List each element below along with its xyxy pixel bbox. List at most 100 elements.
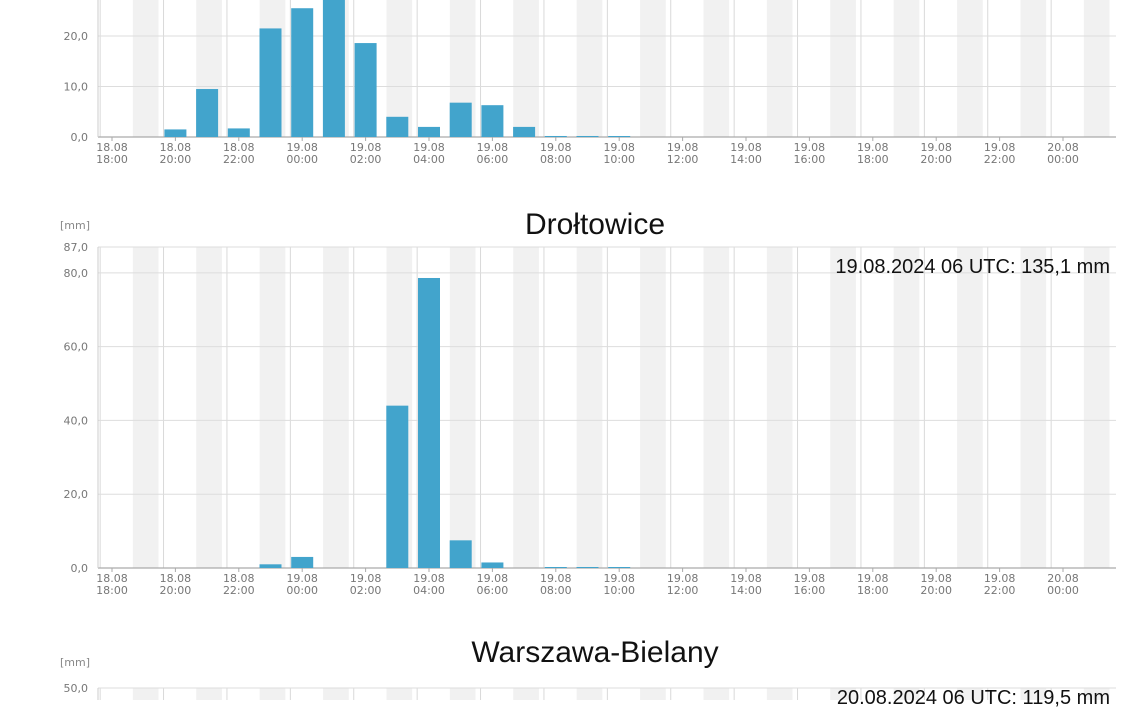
total-label-2: 19.08.2024 06 UTC: 135,1 mm: [835, 256, 1110, 278]
x-tick-date: 19.08: [730, 141, 762, 154]
bg-stripe: [1083, 247, 1110, 568]
bg-stripe: [1083, 0, 1110, 137]
x-tick-date: 18.08: [223, 141, 255, 154]
bar: [481, 562, 504, 568]
x-tick-time: 06:00: [477, 153, 509, 166]
bar: [291, 556, 314, 568]
x-tick-date: 18.08: [96, 572, 128, 585]
x-tick-date: 18.08: [223, 572, 255, 585]
x-tick-date: 19.08: [286, 141, 318, 154]
x-tick-time: 04:00: [413, 153, 445, 166]
x-tick-time: 02:00: [350, 153, 382, 166]
bg-stripe: [703, 688, 730, 700]
x-tick-date: 19.08: [603, 141, 635, 154]
x-tick-date: 19.08: [540, 141, 572, 154]
bg-stripe: [766, 688, 793, 700]
x-tick-date: 20.08: [1047, 141, 1079, 154]
x-tick-time: 06:00: [477, 584, 509, 597]
bar: [227, 128, 250, 137]
x-tick-time: 22:00: [984, 584, 1016, 597]
x-tick-date: 19.08: [857, 572, 889, 585]
unit-label-3: [mm]: [60, 656, 91, 669]
x-tick-time: 18:00: [96, 153, 128, 166]
bar: [196, 89, 219, 137]
bar: [322, 0, 345, 137]
y-tick-label: 87,0: [64, 241, 89, 254]
y-tick-label: 0,0: [71, 562, 89, 575]
bar: [576, 135, 599, 137]
x-tick-date: 18.08: [96, 141, 128, 154]
bg-stripe: [259, 247, 286, 568]
bg-stripe: [893, 688, 920, 700]
x-tick-date: 20.08: [1047, 572, 1079, 585]
y-tick-label: 0,0: [71, 131, 89, 144]
bg-stripe: [513, 0, 539, 137]
bar: [449, 540, 472, 568]
chart-2: 0,020,040,060,080,087,018.0818:0018.0820…: [64, 241, 1116, 597]
x-tick-date: 19.08: [477, 141, 509, 154]
bg-stripe: [449, 688, 476, 700]
y-tick-label: 20,0: [64, 30, 89, 43]
x-tick-date: 19.08: [857, 141, 889, 154]
x-tick-date: 19.08: [350, 572, 382, 585]
bg-stripe: [957, 247, 983, 568]
y-tick-label: 80,0: [64, 267, 89, 280]
bar: [259, 564, 282, 568]
x-tick-time: 20:00: [920, 584, 952, 597]
bg-stripe: [132, 247, 159, 568]
bar: [608, 136, 631, 137]
bar: [259, 28, 282, 137]
x-tick-time: 18:00: [857, 584, 889, 597]
x-tick-time: 10:00: [603, 584, 635, 597]
bg-stripe: [132, 688, 159, 700]
x-tick-date: 19.08: [477, 572, 509, 585]
bg-stripe: [1083, 688, 1110, 700]
x-tick-date: 19.08: [413, 572, 445, 585]
x-tick-time: 20:00: [920, 153, 952, 166]
bg-stripe: [703, 247, 730, 568]
bar: [164, 129, 187, 137]
chart-3: 50,0: [64, 682, 1116, 700]
x-tick-date: 18.08: [160, 572, 192, 585]
bg-stripe: [957, 688, 983, 700]
x-tick-date: 19.08: [286, 572, 318, 585]
bg-stripe: [1020, 688, 1047, 700]
bar: [544, 135, 567, 137]
x-tick-date: 19.08: [984, 141, 1016, 154]
x-tick-time: 18:00: [96, 584, 128, 597]
bar: [386, 405, 409, 568]
bg-stripe: [640, 247, 666, 568]
bg-stripe: [196, 688, 222, 700]
y-tick-label: 40,0: [64, 414, 89, 427]
x-tick-time: 14:00: [730, 153, 762, 166]
x-tick-time: 22:00: [223, 153, 255, 166]
bg-stripe: [132, 0, 159, 137]
x-tick-date: 19.08: [794, 572, 826, 585]
bg-stripe: [1020, 247, 1047, 568]
bg-stripe: [830, 688, 856, 700]
x-tick-time: 20:00: [160, 584, 192, 597]
bg-stripe: [576, 0, 603, 137]
y-tick-label: 50,0: [64, 682, 89, 695]
bg-stripe: [513, 247, 539, 568]
y-tick-label: 60,0: [64, 341, 89, 354]
bg-stripe: [386, 0, 413, 137]
bar: [449, 102, 472, 137]
bar: [418, 126, 440, 137]
y-tick-label: 20,0: [64, 488, 89, 501]
bg-stripe: [830, 0, 856, 137]
x-tick-time: 00:00: [286, 584, 318, 597]
bar: [481, 105, 504, 137]
bg-stripe: [766, 247, 793, 568]
x-tick-time: 08:00: [540, 584, 572, 597]
bg-stripe: [640, 688, 666, 700]
bg-stripe: [893, 0, 920, 137]
bg-stripe: [1020, 0, 1047, 137]
bg-stripe: [513, 688, 539, 700]
bg-stripe: [576, 688, 603, 700]
x-tick-date: 19.08: [794, 141, 826, 154]
x-tick-time: 08:00: [540, 153, 572, 166]
x-tick-time: 22:00: [223, 584, 255, 597]
x-tick-date: 19.08: [920, 572, 952, 585]
bar: [576, 567, 599, 568]
